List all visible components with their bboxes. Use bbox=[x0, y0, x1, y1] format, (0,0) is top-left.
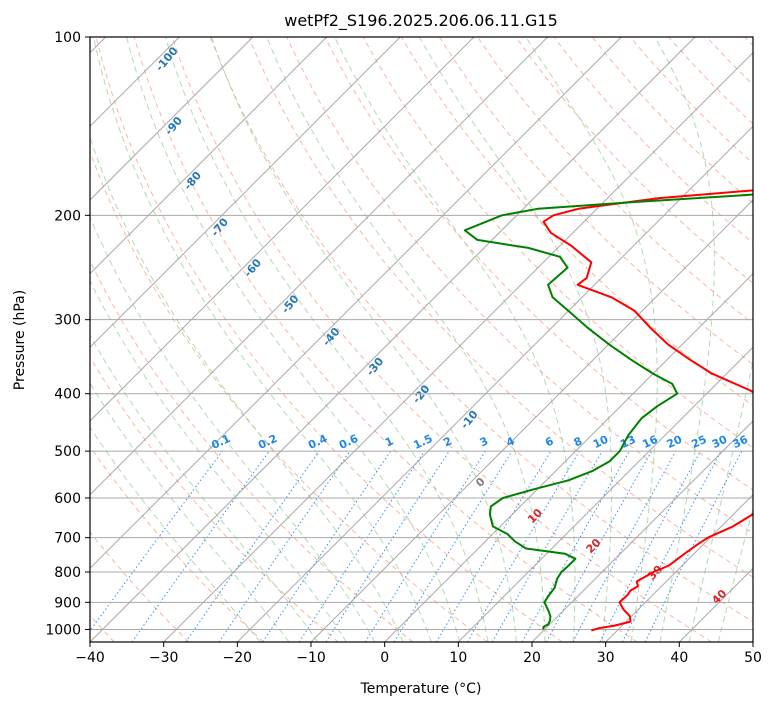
dry-adiabat bbox=[248, 37, 753, 578]
y-axis-ticks: 100 200 300 400 500 600 700 800 900 1000 bbox=[45, 30, 90, 638]
moist-adiabat bbox=[210, 37, 517, 642]
moist-adiabat bbox=[90, 426, 261, 642]
x-tick-label: 10 bbox=[449, 650, 467, 666]
dewpoint-profile-line bbox=[463, 193, 753, 630]
isotherm bbox=[531, 420, 753, 642]
x-tick-label: 30 bbox=[597, 650, 615, 666]
mixing-ratio-label: 10 bbox=[591, 433, 611, 451]
temperature-profile-line bbox=[542, 189, 753, 632]
x-tick-label: −20 bbox=[223, 650, 253, 666]
isotherm bbox=[90, 37, 401, 349]
x-axis-label: Temperature (°C) bbox=[360, 681, 482, 697]
mixing-ratio-line bbox=[218, 450, 351, 642]
mixing-ratio-line bbox=[262, 450, 392, 642]
mixing-ratio-line bbox=[545, 450, 653, 642]
plot-frame bbox=[89, 36, 754, 643]
dry-adiabat bbox=[400, 37, 753, 407]
isotherm bbox=[236, 125, 753, 642]
dry-adiabat bbox=[90, 445, 264, 642]
y-tick-label: 700 bbox=[54, 531, 81, 547]
y-tick-label: 300 bbox=[54, 313, 81, 329]
y-tick-label: 500 bbox=[54, 444, 81, 460]
mixing-ratio-line bbox=[131, 450, 270, 642]
moist-adiabat bbox=[334, 37, 576, 642]
moist-adiabat bbox=[266, 37, 546, 642]
x-tick-label: 50 bbox=[744, 650, 762, 666]
moist-adiabat bbox=[164, 37, 489, 642]
mixing-ratio-label: 25 bbox=[689, 433, 708, 451]
mixing-ratio-line bbox=[298, 450, 425, 642]
mixing-ratio-line bbox=[185, 450, 320, 642]
x-tick-label: −10 bbox=[296, 650, 326, 666]
mixing-ratio-line bbox=[325, 450, 450, 642]
moist-adiabat bbox=[90, 135, 404, 642]
mixing-ratio-line bbox=[393, 450, 513, 642]
y-tick-label: 200 bbox=[54, 208, 81, 224]
moist-adiabat bbox=[717, 506, 753, 642]
y-tick-label: 100 bbox=[54, 30, 81, 46]
x-tick-label: 20 bbox=[523, 650, 541, 666]
dry-adiabat bbox=[90, 531, 190, 642]
mixing-ratio-line bbox=[644, 450, 743, 642]
isotherm bbox=[457, 346, 753, 642]
dry-adiabat bbox=[95, 37, 563, 642]
dry-adiabat bbox=[515, 37, 753, 284]
moist-adiabat bbox=[90, 215, 376, 642]
x-tick-label: 0 bbox=[380, 650, 389, 666]
isotherm bbox=[90, 37, 328, 275]
mixing-ratio-label: 30 bbox=[710, 433, 730, 451]
chart-title: wetPf2_S196.2025.206.06.11.G15 bbox=[284, 11, 558, 31]
y-tick-label: 900 bbox=[54, 595, 81, 611]
isotherm bbox=[163, 51, 753, 642]
mixing-ratio-label: 36 bbox=[731, 433, 751, 451]
x-tick-label: 40 bbox=[670, 650, 688, 666]
x-axis-ticks: −40 −30 −20 −10 0 10 20 30 40 50 bbox=[75, 642, 762, 666]
isotherm bbox=[90, 37, 622, 570]
moist-adiabat bbox=[90, 382, 290, 642]
moist-adiabat bbox=[688, 358, 753, 642]
mixing-ratio-line bbox=[521, 450, 630, 642]
isotherm bbox=[310, 199, 753, 642]
moist-adiabat bbox=[126, 37, 461, 642]
dry-adiabat bbox=[210, 37, 753, 623]
grid-lines bbox=[90, 37, 753, 630]
y-tick-label: 800 bbox=[54, 565, 81, 581]
y-tick-label: 1000 bbox=[45, 622, 81, 638]
dry-adiabat bbox=[90, 150, 488, 642]
moist-adiabat bbox=[92, 37, 432, 642]
isotherm bbox=[90, 37, 549, 496]
dry-adiabat bbox=[438, 37, 753, 366]
isotherm bbox=[384, 272, 753, 642]
dry-adiabat bbox=[90, 356, 339, 642]
data-series bbox=[463, 189, 753, 632]
moist-adiabat bbox=[418, 37, 613, 642]
isotherm bbox=[90, 37, 696, 642]
isotherm bbox=[90, 37, 254, 201]
y-axis-label: Pressure (hPa) bbox=[12, 290, 28, 390]
x-tick-label: −40 bbox=[75, 650, 105, 666]
mixing-ratio-label: 16 bbox=[640, 433, 660, 451]
moist-adiabat bbox=[90, 334, 319, 642]
mixing-ratio-label: 20 bbox=[665, 433, 685, 451]
y-tick-label: 600 bbox=[54, 491, 81, 507]
moist-adiabat bbox=[525, 37, 658, 642]
background-lines bbox=[90, 37, 753, 642]
x-tick-label: −30 bbox=[149, 650, 179, 666]
moist-adiabat bbox=[654, 37, 715, 642]
isotherm bbox=[605, 493, 753, 642]
isotherm bbox=[90, 37, 475, 422]
mixing-ratio-line bbox=[90, 450, 223, 632]
y-tick-label: 400 bbox=[54, 387, 81, 403]
dry-adiabat bbox=[171, 37, 712, 642]
mixing-ratio-line bbox=[572, 450, 677, 642]
